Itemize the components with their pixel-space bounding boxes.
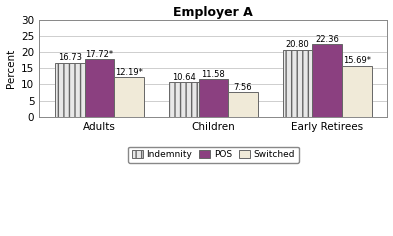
Text: 12.19*: 12.19* <box>115 67 143 77</box>
Y-axis label: Percent: Percent <box>6 49 16 88</box>
Bar <box>312 44 342 117</box>
Bar <box>84 59 114 117</box>
Bar <box>198 79 228 117</box>
Bar <box>283 50 312 117</box>
Text: 7.56: 7.56 <box>233 83 252 92</box>
Bar <box>342 66 372 117</box>
Text: 15.69*: 15.69* <box>343 56 371 65</box>
Bar <box>114 77 144 117</box>
Title: Employer A: Employer A <box>173 6 253 19</box>
Bar <box>55 63 84 117</box>
Text: 11.58: 11.58 <box>202 70 225 79</box>
Text: 16.73: 16.73 <box>58 53 82 62</box>
Text: 22.36: 22.36 <box>315 35 339 44</box>
Legend: Indemnity, POS, Switched: Indemnity, POS, Switched <box>128 147 299 163</box>
Text: 10.64: 10.64 <box>172 73 196 82</box>
Text: 20.80: 20.80 <box>286 40 309 49</box>
Bar <box>169 82 198 117</box>
Bar <box>228 92 258 117</box>
Text: 17.72*: 17.72* <box>85 50 114 59</box>
